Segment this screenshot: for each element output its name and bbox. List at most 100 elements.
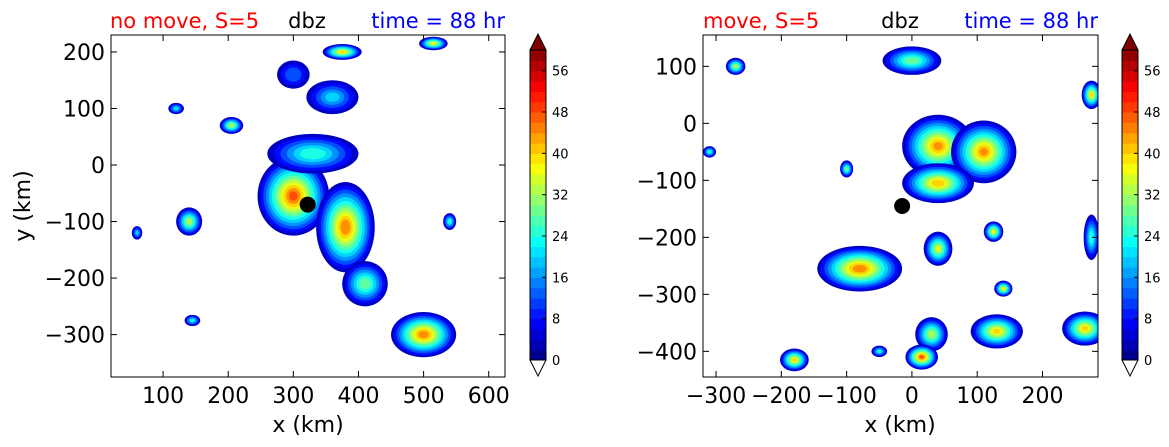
echo-contour [1081, 326, 1089, 331]
echo-cell [970, 314, 1023, 349]
colorbar-segment [530, 132, 546, 144]
colorbar-extend-min [529, 359, 547, 378]
colorbar-segment [1122, 318, 1138, 330]
x-tick-label: 200 [1022, 384, 1064, 409]
colorbar-frame [529, 49, 547, 361]
colorbar-segment [1122, 205, 1138, 216]
colorbar-segment [530, 298, 546, 309]
colorbar-segment [530, 287, 546, 299]
y-tick-label: −100 [45, 211, 105, 236]
echo-contour [919, 355, 924, 359]
echo-cell [267, 133, 359, 174]
y-tick-label: 100 [63, 97, 105, 122]
x-tick-label: 500 [403, 384, 445, 409]
echo-contour [228, 123, 235, 128]
colorbar-segment [1122, 277, 1138, 289]
colorbar-segment [1122, 246, 1138, 258]
right-title-case: move, S=5 [703, 9, 819, 33]
colorbar-segment [1122, 308, 1138, 320]
echo-cell [817, 245, 903, 292]
echo-cell [391, 311, 457, 358]
echo-contour [792, 358, 797, 362]
echo-cell [443, 213, 457, 231]
colorbar-segment [530, 194, 546, 206]
colorbar-tick-label: 8 [1144, 313, 1152, 328]
echo-contour [993, 328, 1001, 334]
x-tick-label: −200 [751, 384, 811, 409]
colorbar-tick-label: 48 [552, 106, 569, 121]
x-tick-label: 200 [207, 384, 249, 409]
echo-contour [904, 57, 920, 65]
left-colorbar: 0 8 16 24 32 40 48 56 [529, 32, 569, 378]
colorbar-tick-label: 16 [1144, 271, 1161, 286]
left-storm-center-marker [299, 196, 316, 213]
colorbar-segment [530, 91, 546, 103]
echo-cell [902, 163, 974, 204]
echo-contour [1089, 230, 1094, 244]
echo-contour [340, 219, 351, 235]
colorbar-extend-max [529, 32, 547, 51]
colorbar-segment [1122, 287, 1138, 299]
echo-contour [289, 191, 298, 201]
echo-cell [994, 280, 1013, 297]
x-tick-label: 300 [272, 384, 314, 409]
echo-cell [840, 160, 854, 178]
echo-contour [190, 319, 195, 322]
x-tick-label: −300 [686, 384, 746, 409]
colorbar-segment [1122, 215, 1138, 227]
colorbar-segment [1122, 91, 1138, 103]
colorbar-segment [1122, 163, 1138, 175]
left-plot-area [131, 36, 457, 358]
x-tick-label: 600 [468, 384, 510, 409]
echo-cell [780, 348, 809, 372]
colorbar-segment [530, 246, 546, 258]
echo-cell [176, 207, 203, 236]
colorbar-extend-min [1121, 359, 1139, 378]
colorbar-segment [1122, 143, 1138, 154]
echo-cell [905, 344, 939, 370]
echo-cell [257, 156, 330, 236]
y-tick-label: −300 [637, 283, 697, 308]
echo-contour [931, 179, 945, 187]
colorbar-tick-label: 32 [1144, 189, 1161, 204]
echo-contour [935, 246, 941, 252]
colorbar-segment [1122, 60, 1138, 72]
echo-cell [306, 80, 359, 115]
echo-cell [219, 116, 244, 134]
left-ylabel: y (km) [11, 170, 36, 241]
colorbar-segment [1122, 153, 1138, 165]
echo-contour [173, 106, 179, 111]
x-tick-label: 100 [956, 384, 998, 409]
echo-contour [339, 50, 345, 54]
colorbar-segment [1122, 70, 1138, 82]
colorbar-tick-label: 32 [552, 189, 569, 204]
colorbar-tick-label: 16 [552, 271, 569, 286]
y-tick-label: −200 [637, 226, 697, 251]
colorbar-segment [1122, 50, 1138, 61]
echo-contour [359, 278, 371, 290]
colorbar-tick-label: 48 [1144, 106, 1161, 121]
right-title-variable: dbz [881, 9, 919, 33]
colorbar-segment [530, 236, 546, 247]
echo-cell [342, 261, 388, 307]
colorbar-segment [530, 215, 546, 227]
colorbar-segment [1122, 298, 1138, 309]
echo-cell [915, 317, 948, 352]
echo-cell [951, 120, 1017, 184]
right-plot-area [703, 46, 1098, 372]
y-tick-label: −300 [45, 324, 105, 349]
colorbar-segment [1122, 122, 1138, 134]
echo-cell [184, 314, 201, 327]
x-tick-label: 0 [905, 384, 919, 409]
colorbar-segment [530, 50, 546, 61]
echo-cell [725, 57, 746, 75]
echo-cell [882, 46, 942, 75]
echo-cell [131, 226, 143, 240]
echo-cell [1081, 80, 1098, 110]
colorbar-segment [1122, 101, 1138, 113]
colorbar-segment [530, 184, 546, 196]
colorbar-segment [1122, 267, 1138, 278]
right-reflectivity-field [703, 46, 1098, 372]
echo-contour [285, 67, 302, 82]
